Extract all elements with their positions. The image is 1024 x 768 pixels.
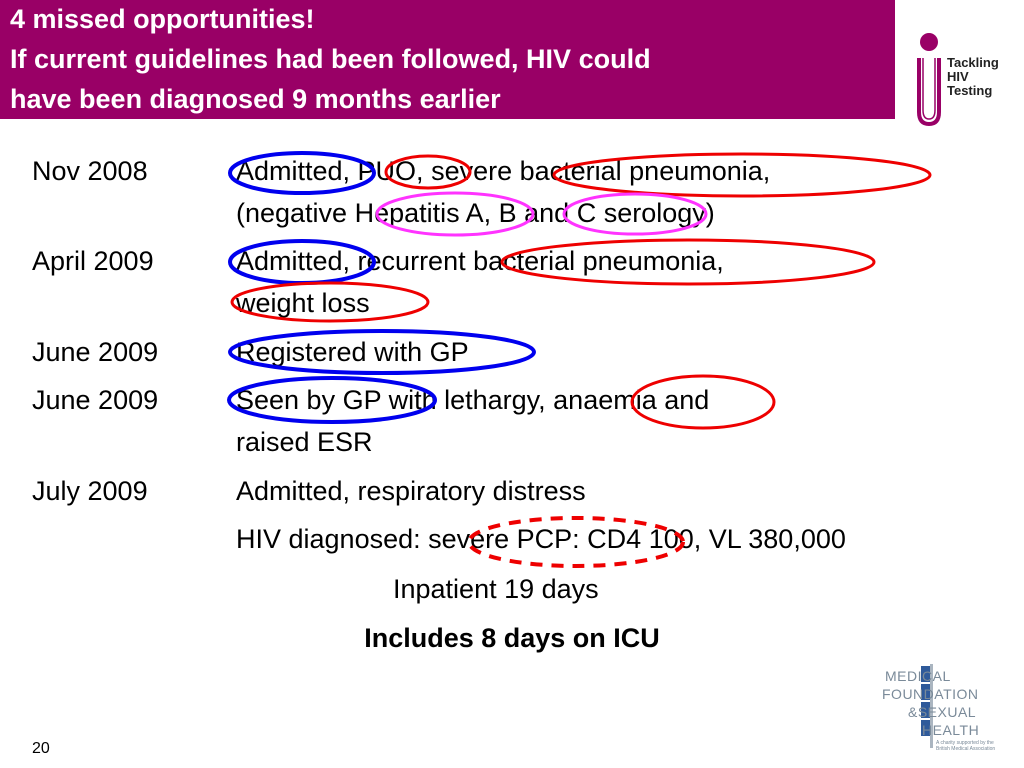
slide-number: 20: [32, 740, 50, 757]
logo-text-testing: Testing: [947, 83, 993, 98]
timeline-event-1-line-2: (negative Hepatitis A, B and C serology): [236, 198, 715, 228]
slide-title-line-1: 4 missed opportunities!: [10, 4, 315, 34]
medfash-logo-emblem: [921, 664, 933, 748]
timeline-event-5-line-1: Admitted, respiratory distress: [236, 476, 586, 506]
logo-text-tackling: Tackling: [947, 55, 999, 70]
tackling-hiv-testing-logo: [917, 33, 941, 127]
timeline-date-3: June 2009: [32, 337, 159, 367]
medfash-charity-note-2: British Medical Association: [936, 746, 996, 752]
title-bar: 4 missed opportunities! If current guide…: [0, 0, 895, 119]
slide-title-line-3: have been diagnosed 9 months earlier: [10, 84, 501, 114]
logo-text-hiv: HIV: [947, 69, 969, 84]
timeline-event-2-line-2: weight loss: [236, 288, 370, 318]
timeline-event-4-line-1: Seen by GP with lethargy, anaemia and: [236, 385, 710, 415]
medfash-line-medical: MEDICAL: [885, 668, 951, 684]
timeline-event-2-line-1: Admitted, recurrent bacterial pneumonia,: [236, 246, 724, 276]
timeline-date-5: July 2009: [32, 476, 148, 506]
timeline-event-3-line-1: Registered with GP: [236, 337, 469, 367]
medfash-line-health: HEALTH: [922, 722, 980, 738]
slide-title-line-2: If current guidelines had been followed,…: [10, 44, 651, 74]
timeline-date-4: June 2009: [32, 385, 159, 415]
inpatient-days: Inpatient 19 days: [393, 574, 599, 604]
timeline-date-2: April 2009: [32, 246, 154, 276]
timeline-event-5-line-2: HIV diagnosed: severe PCP: CD4 100, VL 3…: [236, 524, 846, 554]
timeline-date-1: Nov 2008: [32, 156, 148, 186]
medfash-charity-note-1: A charity supported by the: [936, 740, 994, 746]
medfash-line-foundation: FOUNDATION: [882, 686, 979, 702]
timeline-event-1-line-1: Admitted, PUO, severe bacterial pneumoni…: [236, 156, 771, 186]
timeline-event-4-line-2: raised ESR: [236, 427, 373, 457]
medfash-line-sexual: &SEXUAL: [908, 704, 977, 720]
icu-days: Includes 8 days on ICU: [364, 623, 660, 653]
